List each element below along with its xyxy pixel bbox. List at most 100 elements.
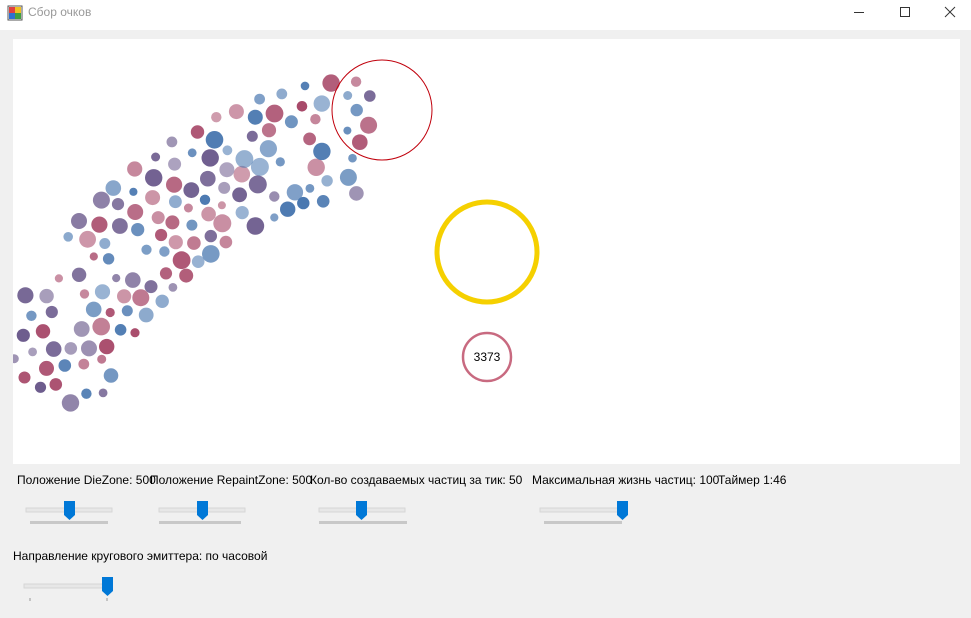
particle — [79, 289, 90, 299]
particle — [151, 152, 161, 162]
particle — [99, 238, 111, 249]
particle — [125, 272, 141, 288]
particle — [168, 157, 182, 171]
particle — [201, 149, 219, 167]
particle — [307, 158, 325, 176]
particle — [235, 206, 249, 220]
particle — [132, 289, 150, 307]
particle-drawing: 3373 — [13, 59, 540, 412]
counter-value: 3373 — [474, 350, 501, 364]
particle — [204, 229, 217, 243]
particle — [183, 182, 200, 199]
particle — [155, 294, 169, 308]
particle — [97, 354, 107, 364]
particle — [265, 104, 284, 123]
particles-per-tick-slider-thumb[interactable] — [356, 501, 367, 520]
particle — [121, 305, 133, 317]
particle — [352, 134, 368, 150]
particle — [58, 359, 72, 372]
maximize-button[interactable] — [882, 0, 928, 24]
particle — [300, 81, 310, 91]
particle — [190, 125, 205, 139]
max-life-slider[interactable] — [538, 498, 630, 528]
particle — [222, 145, 233, 156]
particle — [280, 201, 296, 217]
particle — [73, 321, 90, 337]
diezone-slider-thumb[interactable] — [64, 501, 75, 520]
particle — [71, 267, 87, 282]
die-zone-circle — [331, 59, 433, 161]
particle — [232, 187, 248, 203]
particle — [89, 252, 98, 261]
counter-ring — [461, 331, 513, 383]
particle — [92, 191, 110, 209]
particle — [247, 109, 263, 125]
particle — [168, 283, 178, 292]
particle — [63, 232, 73, 242]
particle — [270, 213, 279, 222]
particle — [34, 381, 47, 393]
diezone-slider[interactable] — [24, 498, 116, 528]
particle — [111, 198, 125, 211]
particle — [360, 116, 378, 134]
repaint-zone-circle — [434, 199, 540, 305]
particle — [165, 215, 180, 230]
particle — [276, 88, 288, 100]
particle — [99, 338, 115, 355]
particle — [45, 305, 58, 319]
particle — [64, 342, 78, 355]
particle — [316, 195, 330, 208]
particle — [339, 168, 357, 186]
particle — [159, 246, 170, 257]
maximize-icon — [900, 7, 910, 17]
max-life-slider-thumb[interactable] — [617, 501, 628, 520]
particles-per-tick-slider[interactable] — [317, 498, 409, 528]
particle — [112, 218, 128, 234]
particle — [92, 317, 110, 336]
particle — [105, 180, 122, 196]
repaintzone-slider-thumb[interactable] — [197, 501, 208, 520]
particle — [168, 235, 183, 250]
close-button[interactable] — [927, 0, 971, 24]
particle — [71, 213, 87, 229]
minimize-button[interactable] — [836, 0, 882, 24]
particle — [81, 388, 92, 399]
particle — [199, 194, 211, 205]
particle — [259, 140, 277, 158]
particle — [343, 126, 352, 135]
particle — [211, 112, 222, 123]
particle — [313, 95, 330, 112]
window-title: Сбор очков — [28, 5, 92, 19]
title-bar: Сбор очков — [0, 0, 971, 30]
repaintzone-slider[interactable] — [157, 498, 249, 528]
particle — [183, 203, 193, 213]
particle — [191, 255, 205, 268]
direction-label: Направление кругового эмиттера: по часов… — [13, 549, 268, 563]
particle — [85, 301, 102, 318]
particle — [218, 181, 231, 194]
direction-slider[interactable] — [22, 574, 117, 604]
particle — [114, 324, 127, 336]
particle — [81, 340, 97, 357]
particle — [28, 347, 37, 357]
particle — [102, 253, 115, 265]
particle-canvas[interactable]: 3373 — [13, 39, 960, 464]
particle — [94, 284, 111, 300]
particle — [246, 130, 258, 142]
particle — [219, 235, 233, 249]
particle — [269, 191, 280, 202]
direction-slider-thumb[interactable] — [102, 577, 113, 596]
particle — [286, 184, 304, 201]
particle — [303, 132, 316, 146]
timer-label: Таймер 1:46 — [718, 473, 787, 487]
particle — [250, 157, 269, 176]
particle — [26, 310, 37, 321]
particle — [145, 190, 161, 206]
particle — [16, 328, 30, 342]
particle — [18, 371, 31, 384]
app-icon — [7, 5, 23, 21]
particle — [17, 287, 34, 304]
particle — [217, 201, 226, 210]
particle — [98, 388, 108, 398]
particle — [159, 267, 173, 280]
